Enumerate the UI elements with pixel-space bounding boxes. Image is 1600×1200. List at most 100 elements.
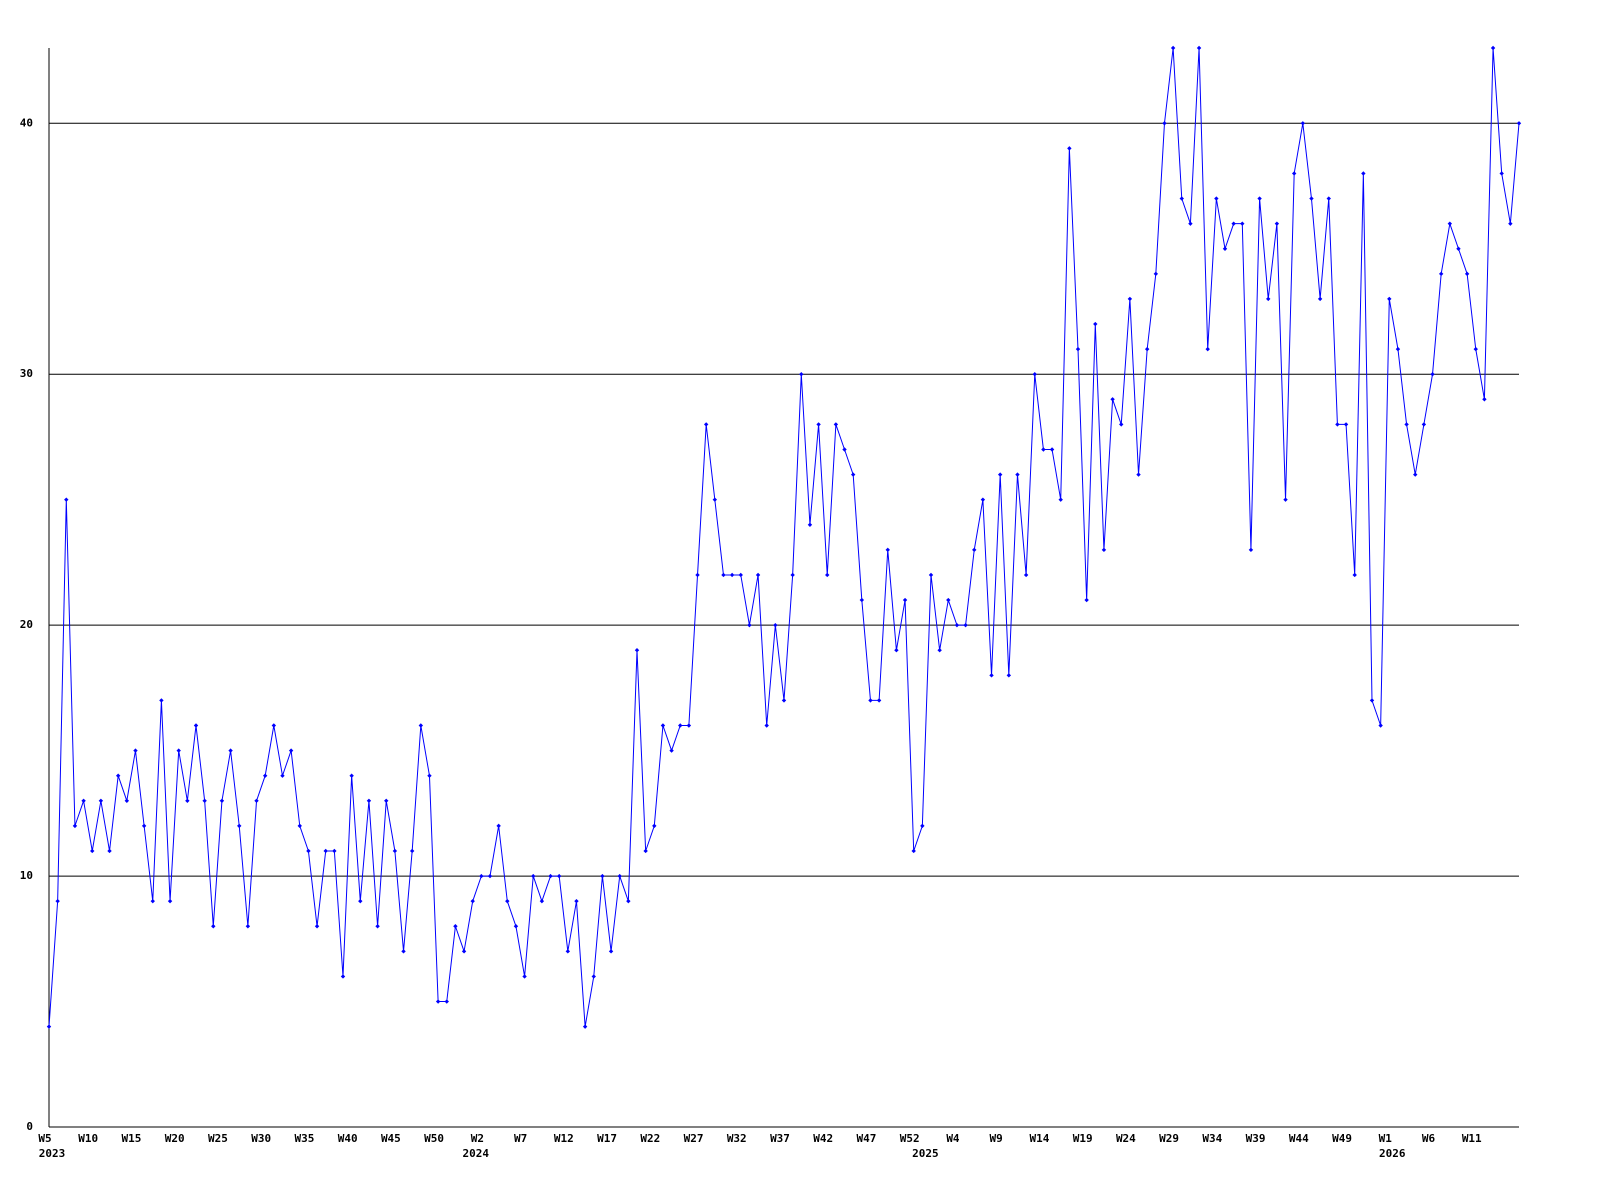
data-point [1404,422,1409,427]
x-tick-label: W30 [251,1132,271,1145]
data-point [1214,196,1219,201]
data-point [747,622,752,628]
data-point [842,447,847,452]
data-point [678,723,683,728]
data-point [556,873,562,879]
data-point [1378,723,1383,728]
data-point [159,698,164,703]
data-point [1136,472,1141,477]
data-point [1274,221,1280,226]
data-point [332,848,337,854]
data-point [150,898,155,904]
data-point [1127,296,1133,302]
data-point [219,798,225,803]
data-point [634,648,640,653]
data-point [1283,497,1288,502]
data-point [660,723,666,728]
data-point [1075,346,1081,352]
x-tick-label: W6 [1422,1132,1436,1145]
data-point [946,597,951,603]
data-point [55,898,60,904]
data-point [297,823,302,829]
data-point [686,723,692,728]
data-point [1447,221,1453,226]
data-point [963,622,968,628]
x-tick-label: W52 [900,1132,920,1145]
data-point [980,497,986,502]
x-year-label: 2025 [912,1147,939,1160]
x-tick-label: W42 [813,1132,833,1145]
data-point [1421,422,1427,427]
data-point [280,773,285,778]
data-point [375,924,380,929]
data-point [107,848,112,854]
data-point [418,723,424,728]
data-point [401,949,406,954]
data-point [1508,221,1513,226]
data-point [141,823,147,829]
data-point [1395,346,1401,352]
data-point [565,949,571,954]
x-tick-label: W49 [1332,1132,1352,1145]
data-point [1170,45,1176,51]
x-tick-label: W15 [122,1132,142,1145]
x-tick-label: W40 [338,1132,358,1145]
data-point [1490,45,1496,51]
data-point [1352,572,1357,578]
data-point [799,372,804,377]
data-point [340,974,346,979]
data-point [271,723,277,728]
data-point [1084,597,1089,603]
data-point [997,472,1003,477]
data-point [384,798,389,803]
x-tick-label: W35 [294,1132,314,1145]
x-tick-label: W14 [1029,1132,1049,1145]
data-point [885,547,890,553]
data-point [781,698,787,703]
x-tick-label: W22 [640,1132,660,1145]
data-point [496,823,501,829]
data-point [539,898,545,904]
data-point [729,572,735,578]
data-point [582,1024,588,1029]
data-point [245,924,251,929]
data-point [833,422,839,427]
data-point [1153,271,1159,277]
data-point [1067,146,1072,151]
data-point [409,848,415,854]
data-point [1041,447,1046,452]
x-tick-label: W10 [78,1132,98,1145]
data-point [72,823,78,829]
data-point [254,798,259,803]
data-point [721,572,726,578]
data-point [522,974,527,979]
data-point [1188,221,1193,226]
data-point [1222,246,1228,251]
data-point [1006,673,1012,678]
data-point [133,748,138,753]
x-tick-label: W4 [946,1132,960,1145]
data-point [1361,171,1366,176]
data-point [626,898,631,904]
data-point [1257,196,1262,201]
data-point [859,597,865,603]
data-point [1482,397,1487,402]
data-point [366,798,372,803]
data-point [314,924,320,929]
data-point [1317,296,1323,302]
data-point [1162,121,1167,126]
data-point [1266,296,1271,302]
data-point [937,648,942,653]
data-point [1300,121,1306,126]
data-point [1205,346,1210,352]
data-point [1015,472,1020,477]
data-point [453,924,458,929]
data-point [1387,296,1392,302]
x-tick-label: W27 [684,1132,704,1145]
data-point [176,748,181,753]
data-point [444,999,449,1004]
data-point [807,522,813,527]
data-point [1499,171,1504,176]
